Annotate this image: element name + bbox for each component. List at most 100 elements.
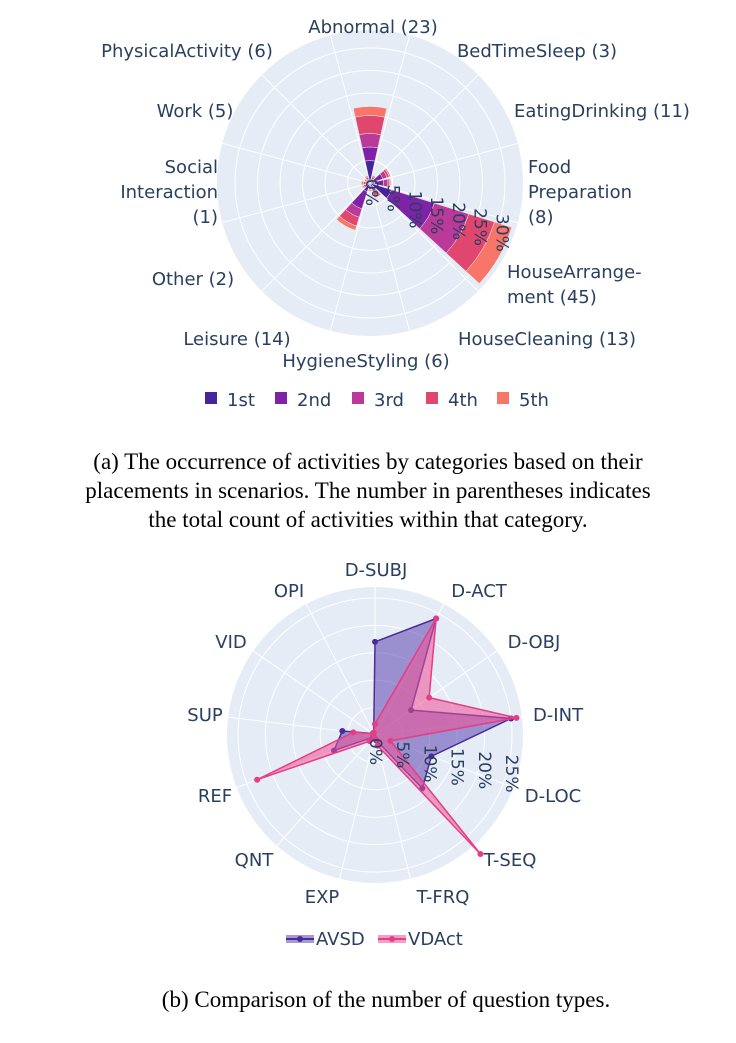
radar-category-label: D-SUBJ xyxy=(345,560,408,581)
radial-tick-label: 10% xyxy=(404,191,424,229)
bar-segment-5th xyxy=(361,180,365,186)
radar-category-label: VID xyxy=(215,632,246,653)
radar-category-label: D-OBJ xyxy=(508,632,561,653)
category-labels-b: D-SUBJ D-ACT D-OBJ D-INT D-LOC T-SEQ T-FRQ EXP Q… xyxy=(187,560,584,908)
legend-swatch-3rd[interactable] xyxy=(352,392,364,404)
category-label: Other (2) xyxy=(152,269,234,290)
radar-point-AVSD xyxy=(372,638,378,645)
radial-tick-label: 0% xyxy=(365,738,385,765)
radial-ticks-a: 0% 5% 10% 15% 20% 25% 30% xyxy=(361,179,511,252)
category-label: PhysicalActivity (6) xyxy=(101,41,273,62)
legend-label-2nd[interactable]: 2nd xyxy=(297,390,331,411)
radar-category-label: D-INT xyxy=(533,705,584,726)
legend-swatch-2nd[interactable] xyxy=(275,392,287,404)
grid-ring xyxy=(279,92,461,274)
grid-spoke xyxy=(374,734,411,879)
radar-point-VDAct xyxy=(477,850,484,857)
bar-segment-5th xyxy=(388,178,391,188)
bar-segment-5th xyxy=(465,221,513,284)
legend-label-VDAct[interactable]: VDAct xyxy=(408,929,463,950)
grid-spoke xyxy=(276,734,376,847)
bar-segment-5th xyxy=(371,174,376,179)
radar-point-VDAct xyxy=(387,737,394,744)
bar-segment-5th xyxy=(384,168,391,178)
radar-point-VDAct xyxy=(513,714,520,721)
category-label: ment (45) xyxy=(507,287,597,308)
radar-point-VDAct xyxy=(350,729,357,736)
caption-a-line-3: the total count of activities within tha… xyxy=(148,507,587,532)
radar-point-VDAct xyxy=(372,721,378,728)
grid-spoke xyxy=(339,734,376,879)
category-label: Work (5) xyxy=(157,101,234,122)
radar-point-VDAct xyxy=(426,694,433,701)
radial-tick-label: 15% xyxy=(426,196,446,234)
legend-label-5th[interactable]: 5th xyxy=(519,390,549,411)
category-label: Social xyxy=(165,157,218,178)
radar-category-label: REF xyxy=(198,786,232,807)
legend-b[interactable]: AVSD VDAct xyxy=(286,929,463,950)
grid-spoke xyxy=(369,35,411,184)
legend-label-AVSD[interactable]: AVSD xyxy=(316,929,365,950)
legend-label-1st[interactable]: 1st xyxy=(227,390,255,411)
bar-segment-3rd xyxy=(358,133,382,149)
category-label: Preparation xyxy=(528,182,632,203)
legend-a[interactable]: 1st 2nd 3rd 4th 5th xyxy=(205,390,549,411)
caption-b: (b) Comparison of the number of question… xyxy=(162,987,610,1012)
bar-segment-5th xyxy=(353,106,387,118)
radar-point-VDAct xyxy=(433,615,440,622)
grid-spoke xyxy=(252,650,376,736)
grid-spoke xyxy=(329,182,371,331)
question-type-radar-chart: 0% 5% 10% 15% 20% 25% D-SUBJD-ACTD-OBJD-INTD-… xyxy=(187,560,584,950)
grid-ring xyxy=(257,70,483,296)
bar-segment-5th xyxy=(364,178,368,182)
bar-segment-5th xyxy=(364,175,369,179)
category-label: HouseCleaning (13) xyxy=(458,329,636,350)
radar-areas-b xyxy=(254,615,520,857)
radar-point-VDAct xyxy=(370,729,377,736)
grid-spoke xyxy=(222,182,371,224)
grid-spoke xyxy=(369,182,479,292)
grid-spoke xyxy=(305,603,376,736)
bar-segment-5th xyxy=(373,192,382,199)
bar-segment-5th xyxy=(361,184,366,189)
caption-a-line-1: (a) The occurrence of activities by cate… xyxy=(93,449,643,474)
radar-category-label: SUP xyxy=(187,705,223,726)
radar-point-AVSD xyxy=(428,753,435,760)
radial-ticks-b: 0% 5% 10% 15% 20% 25% xyxy=(365,738,521,792)
category-label: Abnormal (23) xyxy=(308,17,437,38)
bar-segment-4th xyxy=(354,115,386,135)
legend-label-4th[interactable]: 4th xyxy=(448,390,478,411)
radar-point-VDAct xyxy=(254,776,261,783)
bar-segment-5th xyxy=(336,215,357,231)
radar-point-VDAct xyxy=(366,738,373,745)
grid-spoke xyxy=(369,182,518,224)
category-label: HouseArrange- xyxy=(507,262,642,283)
radar-point-AVSD xyxy=(339,728,346,735)
legend-swatch-1st[interactable] xyxy=(205,392,217,404)
legend-marker-AVSD[interactable] xyxy=(297,936,303,942)
radar-category-label: EXP xyxy=(305,887,340,908)
bar-segment-2nd xyxy=(361,146,379,162)
radial-tick-label: 25% xyxy=(470,208,490,246)
radial-tick-label: 30% xyxy=(491,214,511,252)
grid-spoke xyxy=(261,182,371,292)
grid-spoke xyxy=(369,182,411,331)
grid-ring xyxy=(234,47,506,319)
radial-tick-label: 20% xyxy=(448,202,468,240)
legend-swatch-4th[interactable] xyxy=(426,392,438,404)
polar-bars-a xyxy=(336,106,513,284)
radar-area-VDAct xyxy=(256,618,517,855)
caption-a-line-2: placements in scenarios. The number in p… xyxy=(85,478,650,503)
radial-tick-label: 10% xyxy=(419,745,439,783)
category-label: Interaction xyxy=(120,182,218,203)
radial-tick-label: 5% xyxy=(392,741,412,768)
category-label: EatingDrinking (11) xyxy=(514,101,690,122)
legend-marker-VDAct[interactable] xyxy=(389,936,395,942)
category-label: (1) xyxy=(193,207,219,228)
category-label: BedTimeSleep (3) xyxy=(457,41,617,62)
legend-swatch-5th[interactable] xyxy=(497,392,509,404)
radial-tick-label: 0% xyxy=(361,179,381,206)
legend-label-3rd[interactable]: 3rd xyxy=(374,390,404,411)
radial-tick-label: 15% xyxy=(447,748,467,786)
